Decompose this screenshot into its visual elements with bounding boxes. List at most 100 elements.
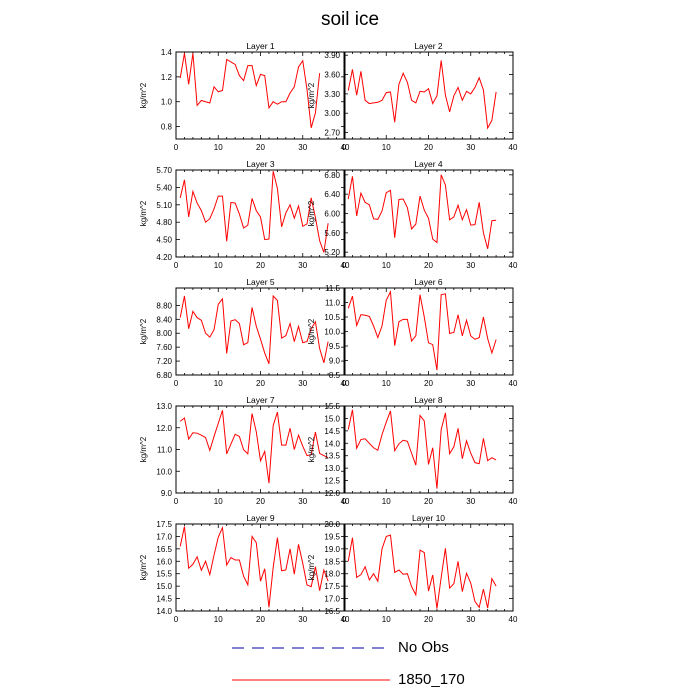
y-axis-label-layer-5: kg/m^2 xyxy=(139,318,148,344)
y-tick-label-layer-1: 1.2 xyxy=(161,73,173,82)
y-tick-label-layer-5: 7.60 xyxy=(156,343,172,352)
y-tick-label-layer-7: 11.0 xyxy=(157,446,173,455)
y-tick-label-layer-3: 5.10 xyxy=(156,201,172,210)
chart-title: soil ice xyxy=(320,9,380,30)
panel-title-layer-2: Layer 2 xyxy=(414,41,443,51)
x-tick-label-layer-6: 10 xyxy=(382,379,391,388)
y-tick-label-layer-2: 3.00 xyxy=(324,109,340,118)
x-tick-label-layer-1: 10 xyxy=(214,143,223,152)
series-line-layer-6 xyxy=(347,289,497,371)
y-tick-label-layer-4: 6.80 xyxy=(324,171,340,180)
y-tick-label-layer-8: 14.5 xyxy=(324,427,340,436)
x-tick-label-layer-5: 10 xyxy=(214,379,223,388)
x-tick-label-layer-1: 30 xyxy=(298,143,307,152)
y-tick-label-layer-5: 8.80 xyxy=(156,301,172,310)
y-tick-label-layer-5: 8.00 xyxy=(156,329,172,338)
panel-layer-8: Layer 8kg/m^20 10 20 30 4012.012.513.013.514… xyxy=(307,395,518,506)
y-tick-label-layer-2: 2.70 xyxy=(324,129,340,138)
y-axis-label-layer-10: kg/m^2 xyxy=(307,554,316,580)
series-line-layer-10 xyxy=(347,534,497,609)
y-tick-label-layer-6: 8.5 xyxy=(329,371,341,380)
x-tick-label-layer-3: 30 xyxy=(298,261,307,270)
x-tick-label-layer-4: 20 xyxy=(424,261,433,270)
panel-title-layer-8: Layer 8 xyxy=(414,395,443,405)
y-tick-label-layer-3: 5.40 xyxy=(156,183,172,192)
y-tick-label-layer-1: 1.0 xyxy=(161,98,173,107)
plot-frame-layer-8 xyxy=(343,405,514,494)
panel-layer-1: Layer 1 kg/m^2 0 10 20 30 40 0.8 1.0 1.2 1.4 xyxy=(139,41,350,152)
x-tick-label-layer-8: 10 xyxy=(382,497,391,506)
panel-layer-7: Layer 7 kg/m^2 0 10 20 30 40 9.0 10.0 11.0 12.0 13.… xyxy=(139,395,350,506)
x-tick-label-layer-7: 20 xyxy=(256,497,265,506)
panel-layer-6: Layer 6kg/m^20 10 20 30 408.59.09.510.010.51… xyxy=(307,277,518,388)
x-tick-label-layer-9: 40 xyxy=(341,615,350,624)
y-tick-label-layer-7: 13.0 xyxy=(156,402,172,411)
panel-layer-4: Layer 4kg/m^20 10 20 30 405.205.606.006.406.… xyxy=(307,159,518,270)
y-tick-label-layer-10: 18.0 xyxy=(324,570,340,579)
x-tick-label-layer-8: 0 xyxy=(342,497,347,506)
y-axis-label-layer-1: kg/m^2 xyxy=(139,82,148,108)
x-tick-label-layer-7: 40 xyxy=(341,497,350,506)
series-line-layer-2 xyxy=(347,60,497,130)
y-tick-label-layer-8: 15.0 xyxy=(324,414,340,423)
plot-frame-layer-1 xyxy=(175,51,346,140)
plot-frame-layer-3 xyxy=(175,169,346,258)
panel-title-layer-10: Layer 10 xyxy=(412,513,445,523)
plot-frame-layer-4 xyxy=(343,169,514,258)
x-tick-label-layer-5: 0 xyxy=(174,379,179,388)
y-tick-label-layer-9: 14.5 xyxy=(156,595,172,604)
y-tick-label-layer-10: 18.5 xyxy=(324,557,340,566)
x-tick-label-layer-4: 10 xyxy=(382,261,391,270)
plot-frame-layer-7 xyxy=(175,405,346,494)
plot-frame-layer-10 xyxy=(343,523,514,612)
y-tick-label-layer-7: 9.0 xyxy=(161,489,173,498)
x-tick-label-layer-10: 0 xyxy=(342,615,347,624)
y-tick-label-layer-1: 0.8 xyxy=(161,123,173,132)
y-tick-label-layer-10: 19.5 xyxy=(324,532,340,541)
plot-frame-layer-6 xyxy=(343,287,514,376)
panel-layer-3: Layer 3 kg/m^2 0 10 20 30 40 4.20 4.50 4.80 5.10 5.… xyxy=(139,159,350,270)
y-tick-label-layer-8: 13.5 xyxy=(324,452,340,461)
y-tick-label-layer-10: 19.0 xyxy=(324,545,340,554)
y-tick-label-layer-4: 6.00 xyxy=(324,210,340,219)
x-tick-label-layer-2: 30 xyxy=(466,143,475,152)
x-tick-label-layer-4: 30 xyxy=(466,261,475,270)
x-tick-label-layer-2: 10 xyxy=(382,143,391,152)
x-tick-label-layer-3: 10 xyxy=(214,261,223,270)
y-tick-label-layer-8: 14.0 xyxy=(324,439,340,448)
y-axis-label-layer-4: kg/m^2 xyxy=(307,200,316,226)
series-line-layer-1 xyxy=(179,53,321,128)
y-tick-label-layer-4: 5.20 xyxy=(324,248,340,257)
panel-title-layer-3: Layer 3 xyxy=(246,159,275,169)
x-tick-label-layer-5: 30 xyxy=(298,379,307,388)
y-tick-label-layer-10: 17.0 xyxy=(324,595,340,604)
y-tick-label-layer-3: 4.80 xyxy=(156,218,172,227)
x-tick-label-layer-10: 40 xyxy=(509,615,518,624)
y-tick-label-layer-7: 12.0 xyxy=(156,424,172,433)
y-tick-label-layer-6: 10.0 xyxy=(324,328,340,337)
x-tick-label-layer-5: 40 xyxy=(341,379,350,388)
x-tick-label-layer-1: 0 xyxy=(174,143,179,152)
x-tick-label-layer-7: 0 xyxy=(174,497,179,506)
y-tick-label-layer-10: 17.5 xyxy=(324,582,340,591)
y-tick-label-layer-10: 16.5 xyxy=(324,607,340,616)
x-tick-label-layer-6: 30 xyxy=(466,379,475,388)
x-tick-label-layer-4: 0 xyxy=(342,261,347,270)
y-tick-label-layer-8: 12.0 xyxy=(324,489,340,498)
panel-title-layer-6: Layer 6 xyxy=(414,277,443,287)
y-tick-label-layer-6: 9.0 xyxy=(329,357,341,366)
x-tick-label-layer-1: 40 xyxy=(341,143,350,152)
panel-title-layer-5: Layer 5 xyxy=(246,277,275,287)
series-line-layer-3 xyxy=(179,171,329,253)
y-tick-label-layer-6: 10.5 xyxy=(324,313,340,322)
y-tick-label-layer-9: 15.0 xyxy=(156,582,172,591)
series-line-layer-5 xyxy=(179,294,329,365)
panel-title-layer-9: Layer 9 xyxy=(246,513,275,523)
panel-layer-5: Layer 5 kg/m^2 0 10 20 30 40 6.80 7.20 7.60 8.00 8.… xyxy=(139,277,350,388)
x-tick-label-layer-8: 30 xyxy=(466,497,475,506)
x-tick-label-layer-3: 40 xyxy=(341,261,350,270)
panel-layer-9: Layer 9 kg/m^2 0 10 20 30 40 14.0 14.5 15.0 15.5 16… xyxy=(139,513,350,624)
panel-title-layer-7: Layer 7 xyxy=(246,395,275,405)
y-tick-label-layer-6: 11.0 xyxy=(325,299,341,308)
